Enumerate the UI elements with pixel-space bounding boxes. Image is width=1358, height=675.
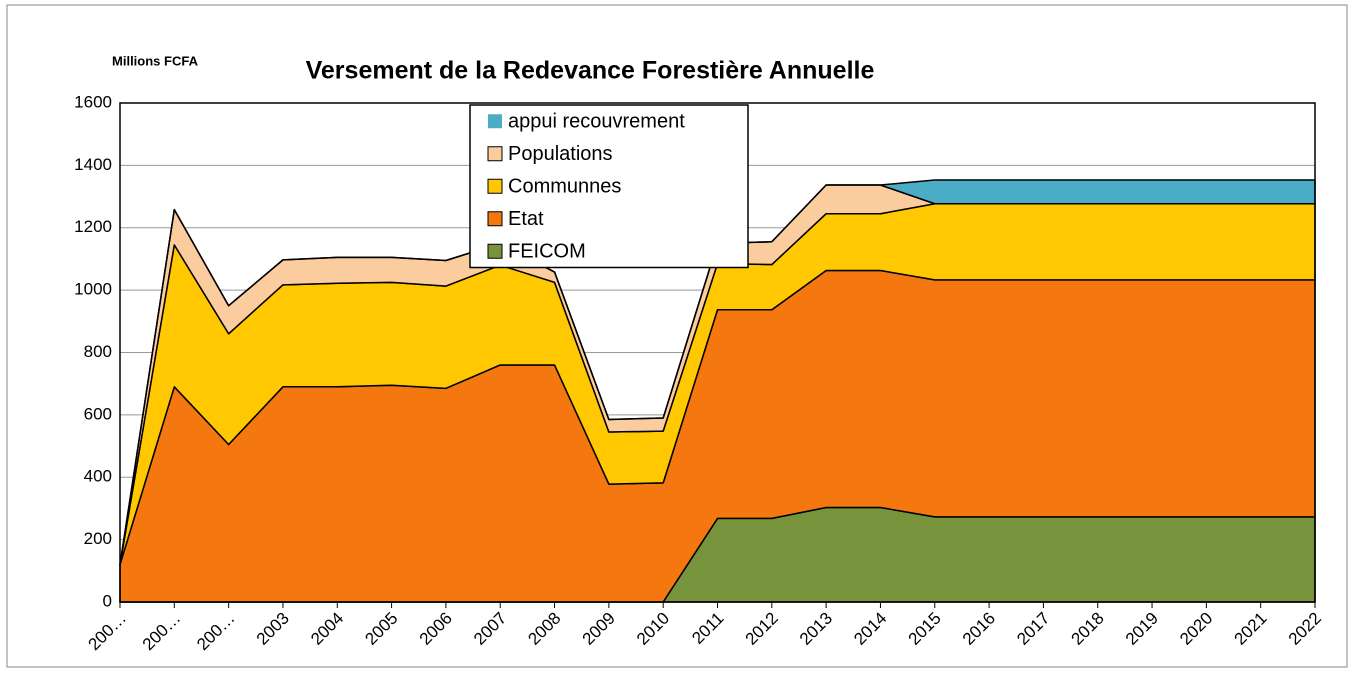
y-tick-label: 800 [84,342,112,361]
chart-title: Versement de la Redevance Forestière Ann… [306,57,875,85]
x-tick-label: 2017 [1013,609,1053,649]
legend-label: appui recouvrement [508,111,685,133]
x-tick-label: 2010 [633,609,673,649]
legend-label: Communnes [508,176,621,198]
x-tick-label: 200… [139,609,185,655]
legend-swatch [487,211,503,227]
x-tick-label: 2006 [416,609,456,649]
y-axis-label: Millions FCFA [112,53,199,68]
legend-label: FEICOM [508,241,586,263]
x-tick-label: 2013 [796,609,836,649]
y-tick-label: 0 [103,591,112,610]
y-tick-label: 1200 [74,217,112,236]
y-tick-label: 600 [84,404,112,423]
x-tick-label: 2021 [1230,609,1270,649]
x-tick-label: 2008 [524,609,564,649]
chart-frame [6,4,1348,668]
y-tick-label: 1400 [74,155,112,174]
y-tick-label: 1000 [74,280,112,299]
x-tick-label: 2018 [1068,609,1108,649]
legend-box [469,104,749,269]
x-tick-label: 2012 [742,609,782,649]
x-tick-label: 200… [84,609,130,655]
legend-swatch [487,146,503,162]
x-tick-label: 2009 [579,609,619,649]
legend-label: Etat [508,208,544,230]
legend-label: Populations [508,143,613,165]
y-tick-label: 1600 [74,92,112,111]
y-tick-label: 200 [84,529,112,548]
x-tick-label: 200… [193,609,239,655]
x-tick-label: 2020 [1176,609,1216,649]
x-tick-label: 2022 [1285,609,1325,649]
x-tick-label: 2019 [1122,609,1162,649]
legend-swatch [487,243,503,259]
x-tick-label: 2005 [361,609,401,649]
x-tick-label: 2015 [905,609,945,649]
x-tick-label: 2004 [307,609,347,649]
legend-swatch [488,114,502,129]
x-tick-label: 2007 [470,609,510,649]
x-tick-label: 2014 [850,609,890,649]
x-tick-label: 2011 [688,609,727,648]
y-tick-label: 400 [84,467,112,486]
x-tick-label: 2016 [959,609,999,649]
x-tick-label: 2003 [253,609,293,649]
legend-swatch [487,178,503,194]
